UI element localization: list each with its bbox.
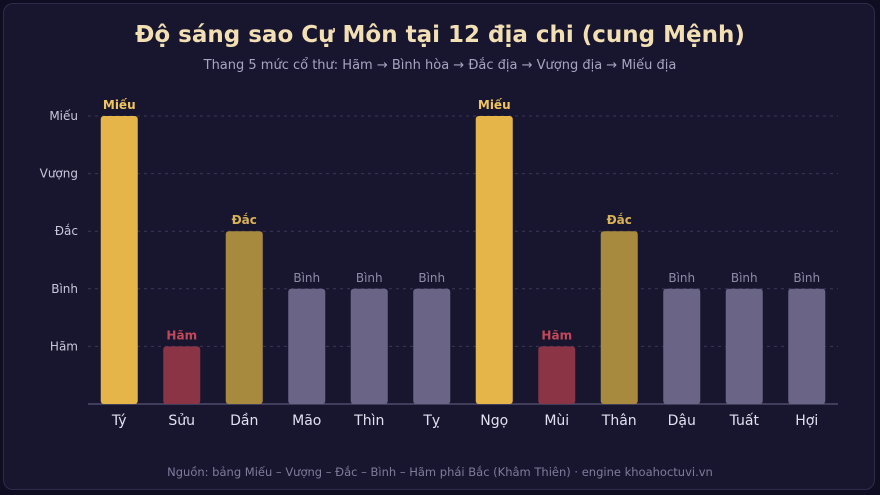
data-label: Đắc bbox=[232, 213, 257, 227]
x-tick-label: Tỵ bbox=[422, 413, 440, 429]
x-tick-label: Ngọ bbox=[480, 413, 508, 429]
data-label: Miếu bbox=[103, 98, 136, 112]
data-label: Bình bbox=[418, 271, 445, 285]
bar bbox=[538, 346, 576, 404]
bar bbox=[225, 231, 263, 404]
bar bbox=[413, 288, 451, 404]
data-label: Bình bbox=[668, 271, 695, 285]
x-tick-label: Hợi bbox=[795, 413, 818, 429]
bar bbox=[288, 288, 326, 404]
data-label: Miếu bbox=[478, 98, 511, 112]
x-tick-label: Mão bbox=[292, 413, 321, 429]
chart-title: Độ sáng sao Cự Môn tại 12 địa chi (cung … bbox=[135, 22, 745, 48]
x-tick-label: Sửu bbox=[168, 413, 195, 429]
bar bbox=[725, 288, 763, 404]
bar bbox=[600, 231, 638, 404]
x-tick-label: Tý bbox=[111, 413, 127, 429]
bar bbox=[163, 346, 201, 404]
bar bbox=[350, 288, 388, 404]
y-tick-label: Hãm bbox=[50, 339, 78, 353]
x-tick-label: Tuất bbox=[729, 413, 760, 429]
x-tick-label: Thân bbox=[601, 413, 637, 429]
data-label: Bình bbox=[731, 271, 758, 285]
data-label: Hãm bbox=[166, 328, 197, 342]
bar bbox=[100, 116, 138, 404]
x-tick-label: Dần bbox=[230, 413, 258, 429]
bar bbox=[475, 116, 513, 404]
data-label: Đắc bbox=[607, 213, 632, 227]
y-tick-label: Đắc bbox=[55, 224, 78, 238]
chart-subtitle: Thang 5 mức cổ thư: Hãm → Bình hòa → Đắc… bbox=[203, 58, 677, 73]
y-tick-label: Bình bbox=[51, 282, 78, 296]
data-label: Bình bbox=[356, 271, 383, 285]
data-label: Bình bbox=[793, 271, 820, 285]
x-tick-label: Dậu bbox=[668, 413, 696, 429]
y-tick-label: Vượng bbox=[40, 167, 78, 181]
chart-source-note: Nguồn: bảng Miếu – Vượng – Đắc – Bình – … bbox=[167, 465, 713, 479]
bar bbox=[663, 288, 701, 404]
x-tick-label: Mùi bbox=[544, 413, 569, 429]
x-tick-label: Thìn bbox=[353, 413, 384, 429]
bar bbox=[788, 288, 826, 404]
data-label: Hãm bbox=[541, 328, 572, 342]
data-label: Bình bbox=[293, 271, 320, 285]
y-tick-label: Miếu bbox=[49, 109, 78, 123]
chart-card bbox=[3, 3, 875, 490]
